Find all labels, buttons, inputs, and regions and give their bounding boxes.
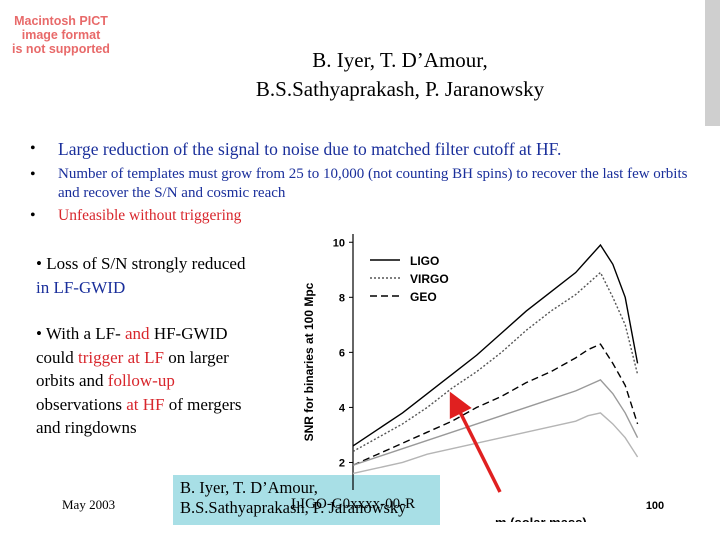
y-axis-label: SNR for binaries at 100 Mpc: [302, 282, 316, 441]
pict-line: image format: [21, 28, 101, 42]
commentary-paragraph: • Loss of S/N strongly reduced in LF-GWI…: [36, 252, 298, 299]
bullet-list: • Large reduction of the signal to noise…: [30, 138, 690, 226]
series-line-ligo: [352, 243, 639, 447]
text-run: on larger: [163, 347, 229, 367]
footer-document-id: LIGO-G0xxxx-00-R: [291, 496, 416, 512]
pict-placeholder-notice: Macintosh PICT image format is not suppo…: [0, 14, 122, 56]
commentary-paragraph: • With a LF- and HF-GWID could trigger a…: [36, 322, 298, 440]
bullet-item: • Unfeasible without triggering: [30, 206, 690, 226]
series-line-extra-3: [352, 379, 639, 466]
footer-box-line-2: B.S.Sathyaprakash, P. Jaranowsky: [180, 498, 407, 517]
text-run: HF-GWID: [149, 324, 228, 343]
y-tick-label: 4: [339, 402, 346, 414]
legend-label-geo: GEO: [410, 290, 437, 304]
title-line-2: B.S.Sathyaprakash, P. Jaranowsky: [255, 77, 545, 101]
commentary-text: • Loss of S/N strongly reduced in LF-GWI…: [36, 252, 298, 463]
pict-line: is not supported: [12, 42, 110, 56]
bullet-item: • Large reduction of the signal to noise…: [30, 138, 690, 160]
text-run: observations: [36, 394, 127, 414]
bullet-text: Number of templates must grow from 25 to…: [58, 166, 688, 201]
bullet-item: • Number of templates must grow from 25 …: [30, 165, 690, 203]
bullet-dot-icon: •: [30, 166, 36, 183]
y-tick-label: 6: [339, 347, 345, 359]
text-run: trigger at LF: [78, 347, 164, 367]
y-tick-label: 10: [333, 237, 345, 249]
text-run: orbits and: [36, 371, 108, 390]
text-run: at HF: [126, 394, 165, 414]
slide-title: B. Iyer, T. D’Amour, B.S.Sathyaprakash, …: [170, 46, 630, 104]
legend-label-virgo: VIRGO: [410, 272, 449, 286]
y-tick-label: 8: [339, 292, 345, 304]
bullet-dot-icon: •: [30, 140, 36, 157]
text-run: follow-up: [107, 371, 175, 390]
title-line-1: B. Iyer, T. D’Amour,: [312, 48, 488, 72]
snr-chart: 2 4 6 8 10 SNR for binaries at 100 Mpc 100 m (s…: [302, 234, 664, 522]
bullet-text: Unfeasible without triggering: [58, 207, 242, 224]
text-run: • Loss of S/N strongly reduced: [36, 254, 246, 273]
footer-box-line-1: B. Iyer, T. D’Amour,: [180, 478, 318, 497]
bullet-dot-icon: •: [30, 207, 36, 224]
series-line-extra-4: [352, 412, 639, 475]
text-run: in LF-GWID: [36, 277, 126, 297]
text-run: of mergers: [164, 394, 242, 414]
red-arrow: [449, 391, 502, 493]
text-run: and ringdowns: [36, 418, 137, 437]
header-side-bar: [705, 0, 720, 126]
legend-label-ligo: LIGO: [410, 254, 439, 268]
x-axis-label: m (solar mass): [495, 515, 587, 522]
series-line-virgo: [352, 271, 639, 453]
text-run: • With a LF-: [36, 324, 126, 343]
text-run: and: [125, 324, 150, 343]
y-tick-label: 2: [339, 457, 345, 469]
text-run: could: [36, 347, 79, 367]
pict-line: Macintosh PICT: [14, 14, 108, 28]
x-tick-label: 100: [646, 500, 664, 512]
series-line-geo: [352, 343, 639, 466]
bullet-text: Large reduction of the signal to noise d…: [58, 139, 562, 159]
footer-author-box: B. Iyer, T. D’Amour, B.S.Sathyaprakash, …: [173, 475, 440, 525]
footer-date: May 2003: [62, 497, 116, 512]
